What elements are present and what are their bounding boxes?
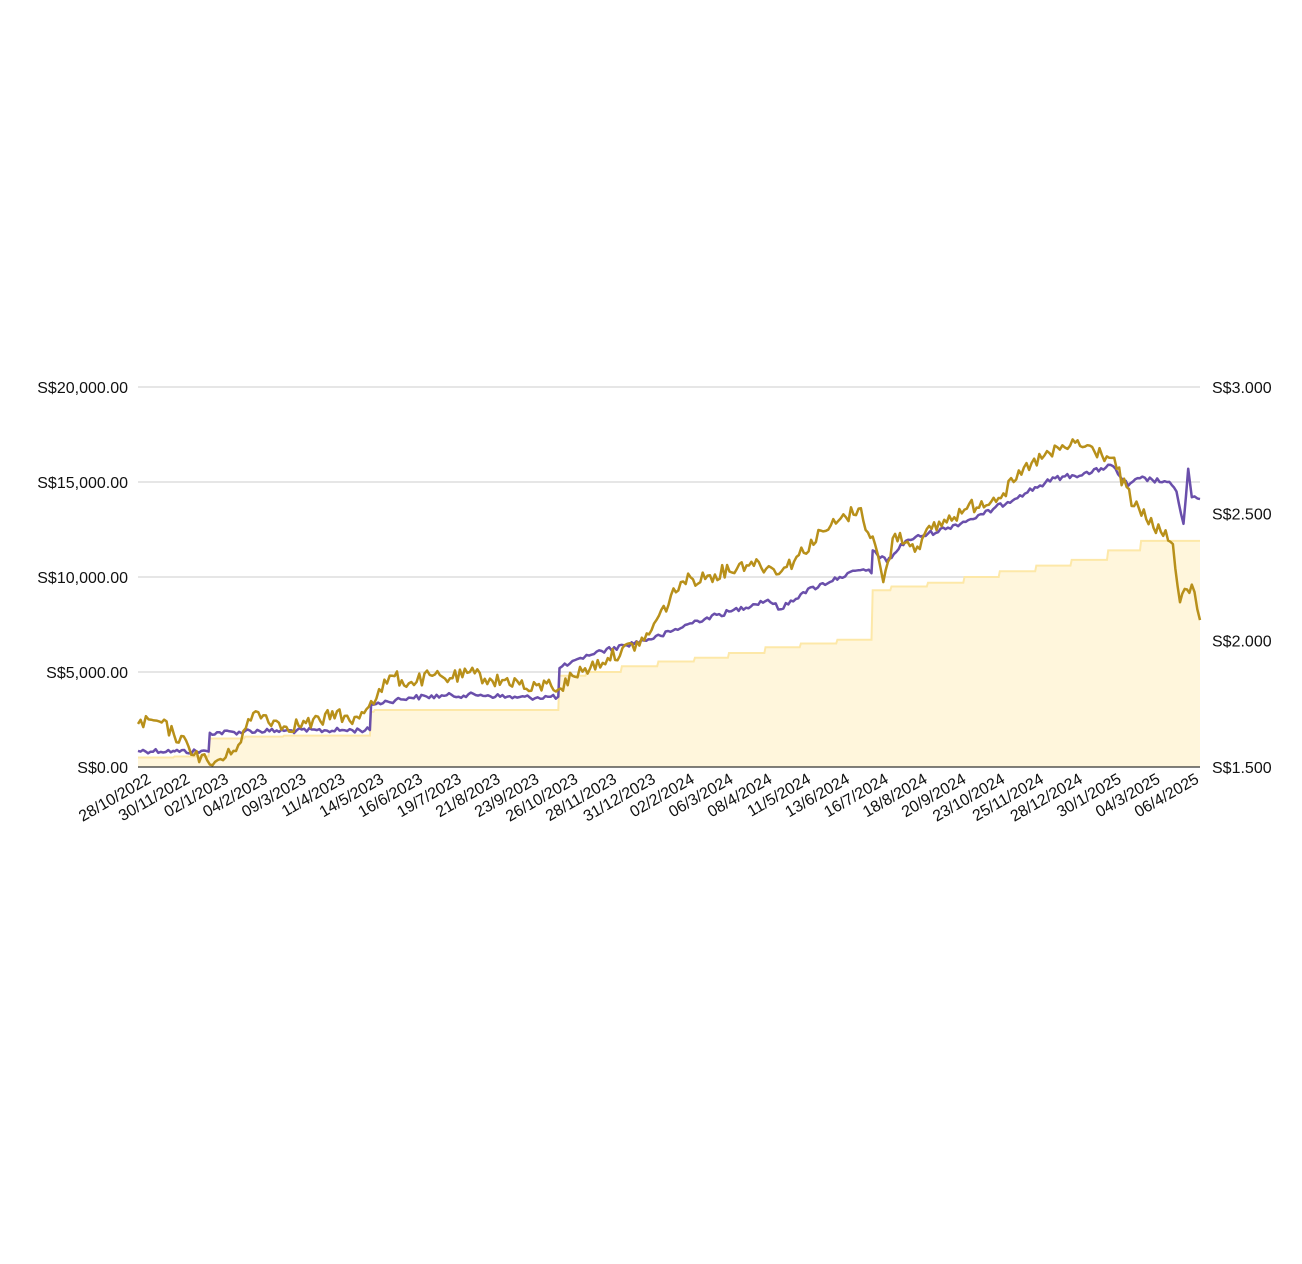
left-axis-tick-label: S$0.00 — [77, 760, 128, 777]
right-axis-tick-label: S$1.500 — [1212, 760, 1272, 777]
invested-area — [138, 539, 1200, 767]
right-axis-ticks: S$1.500 S$2.000 S$2.500 S$3.000 — [1212, 380, 1272, 777]
right-axis-tick-label: S$2.500 — [1212, 507, 1272, 524]
right-axis-tick-label: S$2.000 — [1212, 633, 1272, 650]
unit-price-line — [136, 438, 1202, 767]
left-axis-tick-label: S$20,000.00 — [37, 380, 128, 397]
left-axis-tick-label: S$5,000.00 — [46, 665, 128, 682]
series-lines — [136, 438, 1202, 767]
invested-area-fill — [138, 540, 1200, 767]
left-axis-ticks: S$0.00 S$5,000.00 S$10,000.00 S$15,000.00 S$… — [37, 380, 128, 777]
right-axis-tick-label: S$3.000 — [1212, 380, 1272, 397]
left-axis-tick-label: S$10,000.00 — [37, 570, 128, 587]
left-axis-tick-label: S$15,000.00 — [37, 475, 128, 492]
invested-line — [138, 539, 1200, 759]
x-axis-ticks: 28/10/202230/11/202202/1/202304/2/202309… — [76, 771, 1202, 826]
portfolio-value-line — [137, 463, 1201, 755]
